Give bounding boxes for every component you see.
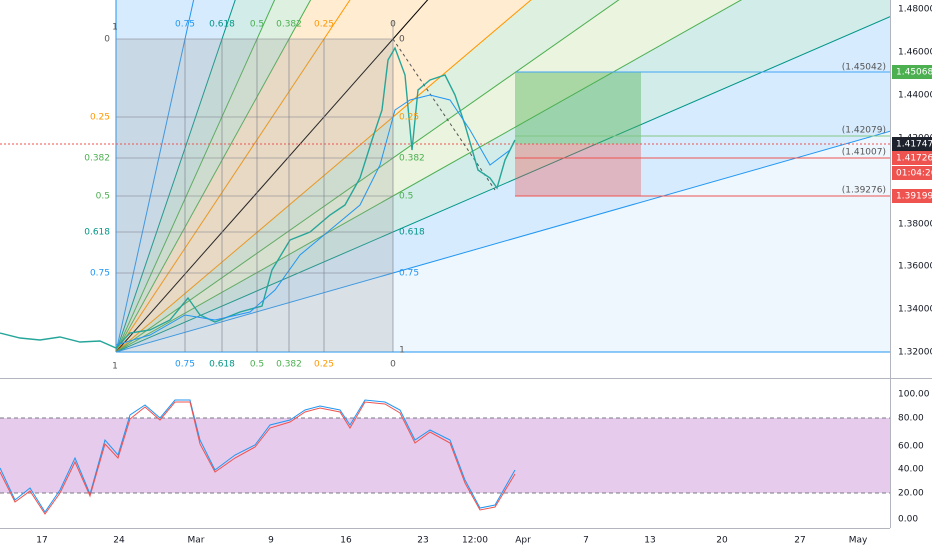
position-label: (1.42079) — [842, 126, 886, 136]
fib-fan — [115, 0, 890, 353]
fib-top-label: 0.25 — [314, 20, 334, 30]
price-badge — [892, 65, 932, 79]
time-label: 12:00 — [462, 536, 488, 546]
fib-left-label: 0.75 — [90, 269, 110, 279]
time-label: 23 — [417, 536, 428, 546]
badge-label: 1.41747 — [896, 140, 932, 150]
fan-box — [116, 39, 393, 352]
osc-label: 100.00 — [898, 390, 930, 400]
fib-one-label: 1 — [112, 362, 118, 372]
time-label: 7 — [583, 536, 589, 546]
fan-fill — [116, 0, 890, 352]
price-label: 1.44000 — [898, 91, 932, 101]
position-label: (1.39276) — [842, 186, 886, 196]
time-label: May — [849, 536, 868, 546]
time-label: 20 — [716, 536, 728, 546]
time-label: Mar — [188, 536, 205, 546]
stoch-d — [0, 401, 516, 515]
price-label: 1.34000 — [898, 305, 932, 315]
time-label: 17 — [36, 536, 47, 546]
loss-zone — [515, 144, 641, 196]
fib-top-label: 0 — [390, 20, 396, 30]
osc-label: 20.00 — [898, 489, 924, 499]
fib-left-label: 0 — [104, 35, 110, 45]
fib-bottom-label: 0.75 — [175, 360, 195, 370]
fib-one-label: 1 — [112, 23, 118, 33]
fib-inner-label: 0.618 — [399, 228, 425, 238]
osc-label: 40.00 — [898, 465, 924, 475]
price-label: 1.32000 — [898, 348, 932, 358]
fib-inner-label: 0.382 — [399, 154, 425, 164]
price-label: 1.46000 — [898, 48, 932, 58]
profit-zone — [515, 72, 641, 144]
fib-bottom-label: 0.5 — [250, 360, 264, 370]
price-badge — [892, 137, 932, 151]
fib-left-label: 0.618 — [84, 228, 110, 238]
price-badge — [892, 166, 932, 180]
time-label: 13 — [644, 536, 655, 546]
osc-label: 80.00 — [898, 414, 924, 424]
fib-inner-label: 0.25 — [399, 113, 419, 123]
time-label: 9 — [268, 536, 274, 546]
price-label: 1.36000 — [898, 262, 932, 272]
osc-label: 60.00 — [898, 442, 924, 452]
position-label: (1.45042) — [842, 63, 886, 73]
fib-bottom-label: 0.25 — [314, 360, 334, 370]
stoch-k — [0, 399, 516, 513]
position-label: (1.41007) — [842, 148, 886, 158]
price-label: 1.38000 — [898, 220, 932, 230]
fib-top-label: 0.618 — [209, 20, 235, 30]
osc-label: 0.00 — [898, 515, 918, 525]
fib-inner-label: 0.75 — [399, 269, 419, 279]
fib-inner-label: 0 — [399, 35, 405, 45]
levels — [0, 20, 890, 352]
fib-bottom-label: 0.382 — [276, 360, 302, 370]
fib-bottom-label: 0 — [390, 360, 396, 370]
fib-bottom-label: 0.618 — [209, 360, 235, 370]
badge-label: 1.39199 — [896, 192, 932, 202]
fib-left-label: 0.25 — [90, 113, 110, 123]
price-badge — [892, 151, 932, 165]
ma-line — [115, 94, 511, 346]
fib-one-label: 1 — [399, 346, 405, 356]
fib-top-label: 0.382 — [276, 20, 302, 30]
price-label: 1.48000 — [898, 5, 932, 15]
price-line — [0, 46, 516, 349]
badge-label: 01:04:26 — [896, 169, 932, 179]
badge-label: 1.41726 — [896, 154, 932, 164]
time-label: 24 — [113, 536, 125, 546]
oscillator-band — [0, 418, 890, 493]
fib-left-label: 0.382 — [84, 154, 110, 164]
time-label: 16 — [340, 536, 352, 546]
fib-inner-label: 0.5 — [399, 192, 413, 202]
fib-top-label: 0.75 — [175, 20, 195, 30]
price-badge — [892, 189, 932, 203]
time-label: 27 — [794, 536, 805, 546]
badge-label: 1.45068 — [896, 68, 932, 78]
fib-top-label: 0.5 — [250, 20, 264, 30]
time-label: Apr — [515, 536, 531, 546]
fib-left-label: 0.5 — [96, 192, 110, 202]
